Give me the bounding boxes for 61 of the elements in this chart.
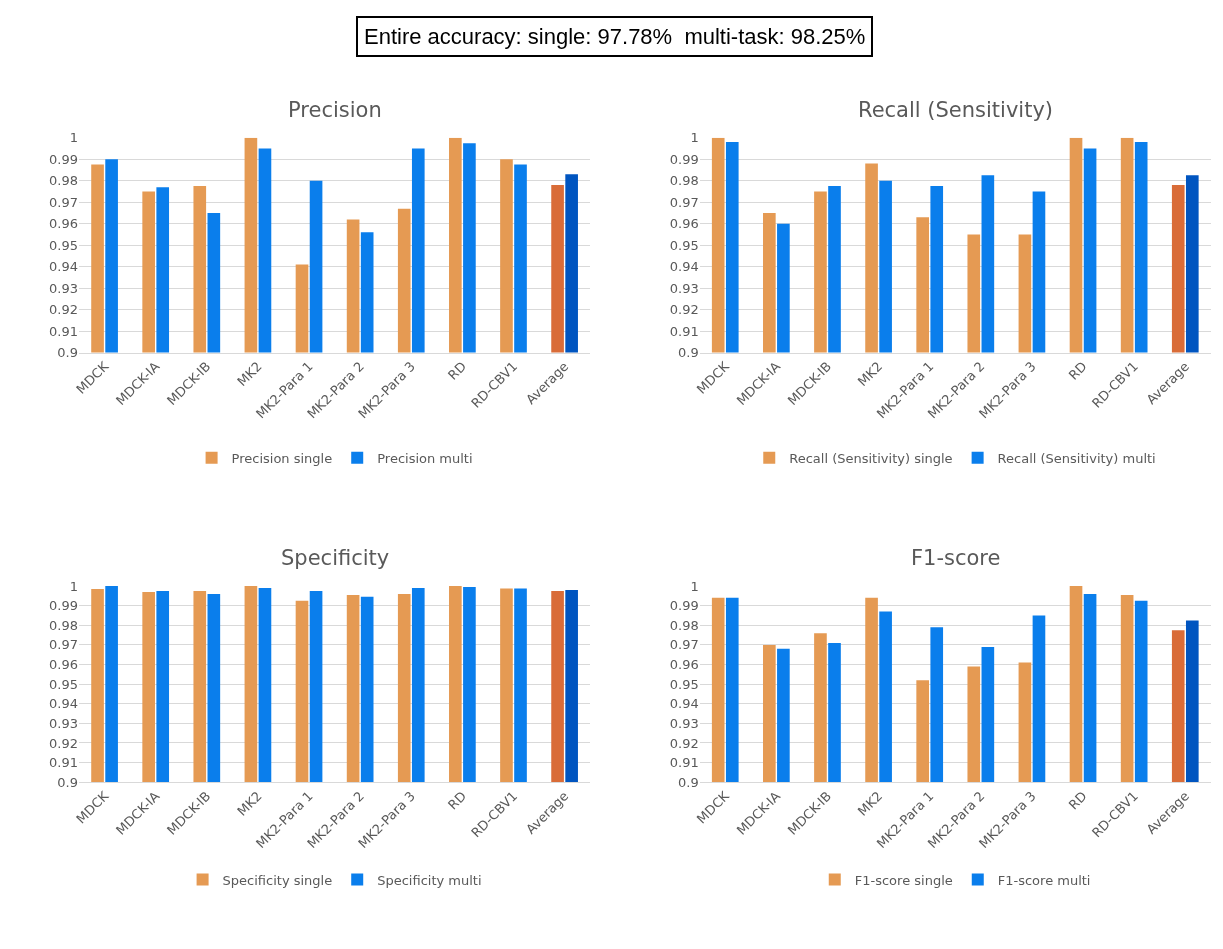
y-tick-label: 0.91 — [49, 755, 79, 771]
y-tick-label: 0.95 — [669, 676, 699, 692]
y-tick-label: 0.99 — [49, 598, 79, 614]
y-tick-label: 0.92 — [49, 735, 79, 751]
y-tick-label: 0.96 — [49, 216, 79, 232]
y-tick-label: 0.98 — [49, 173, 79, 189]
y-tick-label: 0.97 — [669, 637, 699, 653]
y-tick-label: 0.9 — [678, 345, 699, 361]
y-tick-label: 0.95 — [49, 676, 79, 692]
y-tick-label: 0.99 — [669, 598, 699, 614]
y-tick-label: 0.94 — [49, 696, 79, 712]
y-tick-label: 0.95 — [49, 237, 79, 253]
x-tick-label: RD — [1065, 788, 1090, 813]
x-tick-label: RD — [445, 788, 470, 813]
y-tick-label: 0.91 — [49, 323, 79, 339]
y-tick-label: 0.93 — [669, 715, 699, 731]
y-tick-label: 0.98 — [669, 173, 699, 189]
text: Entire accuracy: single: 97.78% multi-task: 98.25% — [364, 24, 866, 49]
y-tick-label: 1 — [69, 130, 79, 146]
y-tick-label: 0.98 — [669, 617, 699, 633]
legend-label: Precision single — [231, 450, 333, 466]
chart-title: Recall (Sensitivity) — [858, 98, 1054, 122]
y-tick-label: 0.94 — [669, 696, 699, 712]
legend-label: Specificity single — [222, 872, 333, 888]
y-tick-label: 0.93 — [49, 715, 79, 731]
chart-title: Specificity — [281, 546, 390, 570]
y-tick-label: 0.93 — [669, 280, 699, 296]
y-tick-label: 0.96 — [669, 216, 699, 232]
y-tick-label: 0.98 — [49, 617, 79, 633]
y-tick-label: 0.96 — [669, 657, 699, 673]
legend-label: Recall (Sensitivity) multi — [997, 450, 1156, 466]
y-tick-label: 0.95 — [669, 237, 699, 253]
chart-title: Precision — [288, 98, 382, 122]
y-tick-label: 0.92 — [669, 735, 699, 751]
y-tick-label: 0.97 — [49, 637, 79, 653]
y-tick-label: 0.99 — [49, 151, 79, 167]
y-tick-label: 1 — [690, 578, 699, 594]
legend-label: Recall (Sensitivity) single — [789, 450, 953, 466]
y-tick-label: 0.99 — [669, 151, 699, 167]
y-tick-label: 0.9 — [57, 774, 79, 790]
y-tick-label: 0.92 — [49, 302, 79, 318]
y-tick-label: 0.9 — [678, 774, 699, 790]
legend-label: Precision multi — [377, 450, 473, 466]
y-tick-label: 0.94 — [669, 259, 699, 275]
y-tick-label: 0.97 — [669, 194, 699, 210]
y-tick-label: 0.92 — [669, 302, 699, 318]
y-tick-label: 0.94 — [49, 259, 79, 275]
legend-label: F1-score single — [854, 872, 953, 888]
chart-title: F1-score — [911, 546, 1001, 570]
y-tick-label: 0.97 — [49, 194, 79, 210]
y-tick-label: 0.9 — [57, 345, 79, 361]
x-tick-label: RD — [445, 358, 470, 383]
y-tick-label: 1 — [690, 130, 699, 146]
legend-label: Specificity multi — [377, 872, 482, 888]
x-tick-label: RD — [1065, 358, 1090, 383]
y-tick-label: 0.91 — [669, 323, 699, 339]
legend-label: F1-score multi — [997, 872, 1091, 888]
y-tick-label: 1 — [69, 578, 79, 594]
y-tick-label: 0.96 — [49, 657, 79, 673]
y-tick-label: 0.91 — [669, 755, 699, 771]
y-tick-label: 0.93 — [49, 280, 79, 296]
